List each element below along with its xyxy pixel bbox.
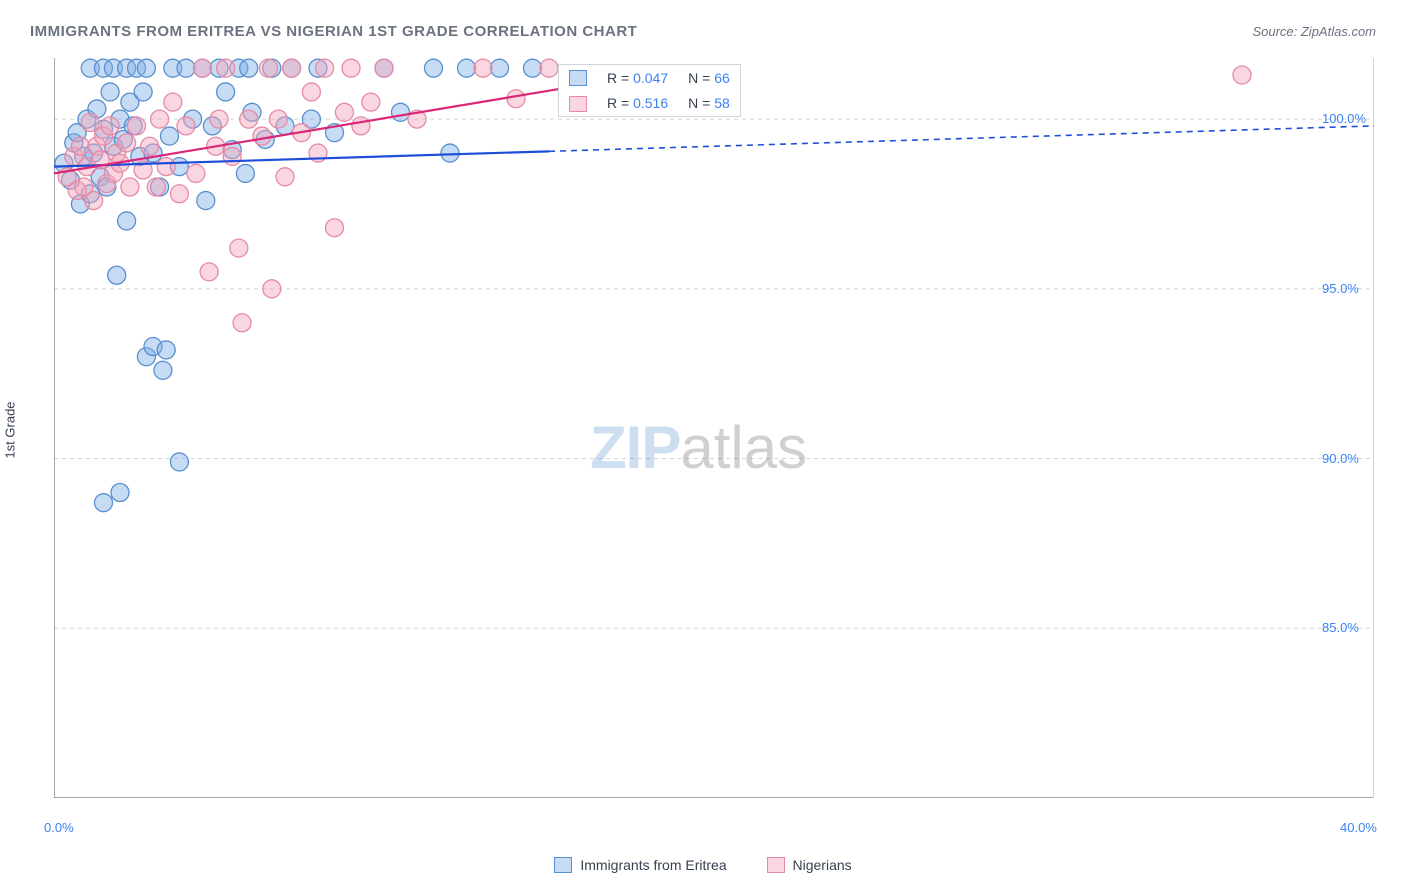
y-tick-label: 100.0% [1322, 111, 1366, 126]
y-tick-label: 95.0% [1322, 281, 1359, 296]
x-tick-label: 0.0% [44, 820, 74, 835]
stat-legend-row: R = 0.516 N = 58 [559, 90, 740, 115]
stat-r-value: 0.516 [633, 95, 668, 111]
legend-item: Immigrants from Eritrea [554, 857, 726, 873]
swatch-icon [767, 857, 785, 873]
stat-label: R = 0.516 [597, 90, 678, 115]
swatch-icon [554, 857, 572, 873]
stat-legend-table: R = 0.047 N = 66 R = 0.516 N = 58 [559, 65, 740, 116]
stat-n-value: 66 [714, 70, 730, 86]
legend-label: Immigrants from Eritrea [580, 857, 726, 873]
plot-area: ZIPatlas R = 0.047 N = 66 R = 0.516 N = … [54, 58, 1374, 798]
y-tick-label: 90.0% [1322, 451, 1359, 466]
stat-legend-row: R = 0.047 N = 66 [559, 65, 740, 90]
title-bar: IMMIGRANTS FROM ERITREA VS NIGERIAN 1ST … [30, 18, 1376, 44]
legend-item: Nigerians [767, 857, 852, 873]
chart-container: IMMIGRANTS FROM ERITREA VS NIGERIAN 1ST … [0, 0, 1406, 892]
swatch-icon [569, 70, 587, 86]
stat-legend: R = 0.047 N = 66 R = 0.516 N = 58 [558, 64, 741, 117]
x-tick-label: 40.0% [1340, 820, 1377, 835]
plot-svg [54, 58, 1374, 798]
stat-n-value: 58 [714, 95, 730, 111]
chart-title: IMMIGRANTS FROM ERITREA VS NIGERIAN 1ST … [30, 23, 637, 40]
bottom-legend: Immigrants from Eritrea Nigerians [0, 857, 1406, 876]
legend-label: Nigerians [793, 857, 852, 873]
swatch-icon [569, 96, 587, 112]
y-tick-label: 85.0% [1322, 620, 1359, 635]
stat-label: N = 66 [678, 65, 740, 90]
chart-source: Source: ZipAtlas.com [1252, 24, 1376, 39]
stat-label: N = 58 [678, 90, 740, 115]
stat-label: R = 0.047 [597, 65, 678, 90]
stat-r-value: 0.047 [633, 70, 668, 86]
y-axis-label: 1st Grade [3, 401, 18, 458]
